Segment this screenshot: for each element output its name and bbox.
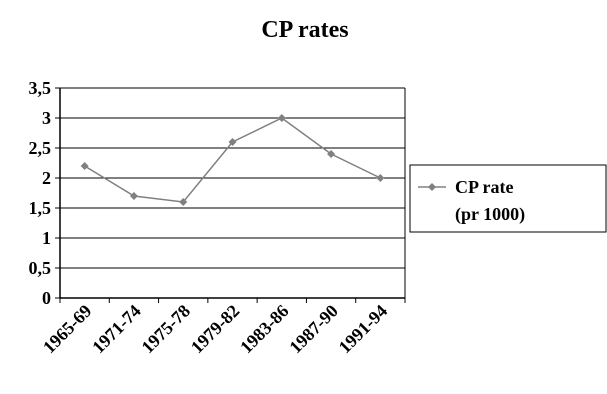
legend-box	[409, 164, 607, 233]
legend-label-line-1: CP rate	[455, 177, 513, 197]
y-tick-label: 3,5	[29, 78, 52, 98]
y-tick-label: 1,5	[29, 198, 52, 218]
y-tick-label: 1	[42, 228, 51, 248]
x-tick-label: 1971-74	[88, 301, 145, 358]
x-tick-label: 1965-69	[39, 301, 96, 358]
y-tick-label: 0	[42, 288, 51, 308]
chart-title: CP rates	[261, 17, 348, 43]
series-line	[84, 117, 381, 203]
x-tick-label: 1979-82	[187, 301, 244, 358]
x-tick-labels: 1965-691971-741975-781979-821983-861987-…	[39, 301, 391, 358]
data-point	[129, 192, 138, 200]
data-point	[228, 138, 237, 146]
gridlines	[60, 87, 406, 298]
data-point	[179, 198, 188, 206]
y-tick-labels: 0 0,5 1 1,5 2 2,5 3 3,5	[29, 78, 52, 308]
x-tick-label: 1975-78	[137, 301, 194, 358]
x-tick-label: 1991-94	[335, 301, 392, 358]
y-tick-label: 0,5	[29, 258, 52, 278]
y-tick-label: 2	[42, 168, 51, 188]
legend-marker-sample	[428, 183, 436, 191]
legend-label-line-2: (pr 1000)	[455, 204, 525, 225]
x-tick-label: 1983-86	[236, 301, 293, 358]
data-point	[327, 150, 336, 158]
y-tick-label: 2,5	[29, 138, 52, 158]
data-point	[376, 174, 385, 182]
axes	[55, 87, 406, 303]
series-layer	[80, 114, 385, 206]
data-point	[277, 114, 286, 122]
legend: CP rate (pr 1000)	[409, 164, 607, 233]
data-point	[80, 162, 89, 170]
x-tick-label: 1987-90	[285, 301, 342, 358]
y-tick-label: 3	[42, 108, 51, 128]
